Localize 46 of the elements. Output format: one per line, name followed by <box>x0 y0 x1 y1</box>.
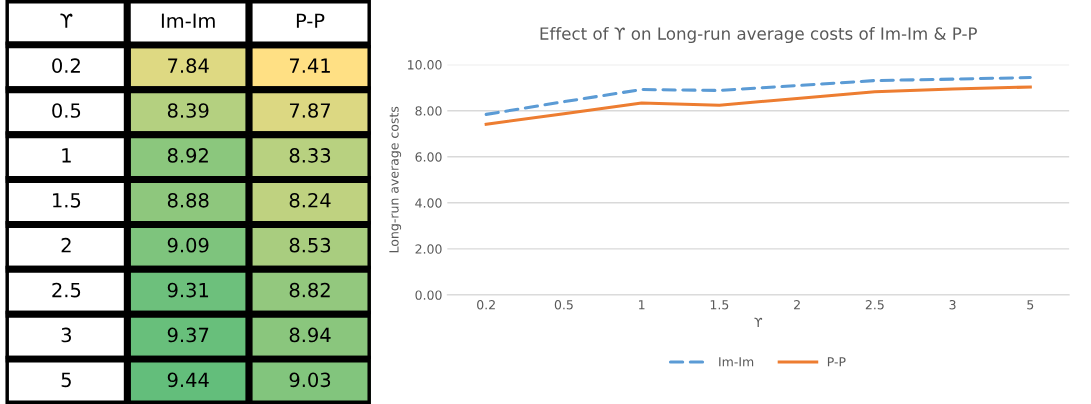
y-tick-label: 1.5 <box>53 193 81 208</box>
legend-label: P-P <box>827 357 846 367</box>
y-axis-title: ϒ <box>60 13 73 28</box>
y-tick-label: 8.00 <box>415 106 442 116</box>
y-tick-label: 5 <box>61 372 71 388</box>
x-axis-title: ϒ <box>754 317 763 327</box>
x-tick-label: 0.5 <box>554 300 573 310</box>
x-tick-label: 5 <box>1027 300 1034 310</box>
data-label: 8.24 <box>289 192 331 208</box>
y-tick-label: 2 <box>61 237 71 253</box>
y-tick-label: 2.00 <box>415 244 442 254</box>
data-label: 7.87 <box>289 103 331 118</box>
legend-label: Im-Im <box>719 357 754 367</box>
data-label: 8.39 <box>167 103 209 118</box>
y-axis-title: Long-run average costs <box>389 106 402 253</box>
data-label: 9.31 <box>167 282 209 298</box>
data-label: 8.82 <box>289 282 330 298</box>
data-label: 9.09 <box>167 237 209 253</box>
x-tick-label: 3 <box>949 300 956 310</box>
data-label: 9.44 <box>167 372 209 388</box>
data-label: 7.84 <box>168 58 209 73</box>
data-label: 7.41 <box>289 58 330 73</box>
y-tick-label: 0.5 <box>52 103 81 118</box>
y-tick-label: 3 <box>61 327 71 343</box>
y-tick-label: 1 <box>62 148 71 163</box>
line-series <box>484 85 1032 126</box>
x-tick-label: 1 <box>639 300 645 310</box>
x-tick-label: 0.2 <box>477 300 495 310</box>
y-tick-label: 0.00 <box>415 290 442 300</box>
x-tick-label: 2.5 <box>865 300 884 310</box>
chart-title: Effect of ϒ on Long-run average costs of Im-Im & P-P <box>540 26 977 44</box>
data-label: 8.88 <box>167 192 209 208</box>
x-tick-label: 1.5 <box>710 300 729 310</box>
y-tick-label: 10.00 <box>408 60 442 70</box>
data-label: 9.37 <box>167 327 209 343</box>
y-tick-label: 0.2 <box>52 58 80 73</box>
data-label: 8.94 <box>289 327 331 343</box>
data-label: 8.92 <box>167 148 208 163</box>
y-tick-label: 2.5 <box>52 282 81 298</box>
data-label: 8.33 <box>289 148 331 163</box>
x-tick-label: 2 <box>794 300 800 310</box>
y-tick-label: 4.00 <box>415 198 442 208</box>
y-tick-label: 6.00 <box>415 152 442 162</box>
data-label: 8.53 <box>289 237 331 253</box>
data-label: 9.03 <box>289 372 331 388</box>
line-series <box>484 76 1032 116</box>
